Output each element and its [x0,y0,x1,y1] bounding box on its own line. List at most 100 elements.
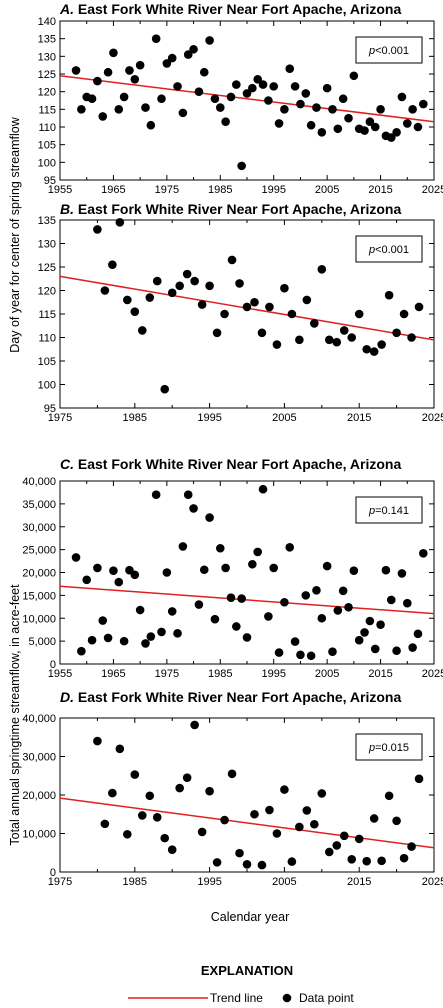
data-point [130,570,140,580]
data-point [135,60,145,70]
data-point [141,103,150,112]
y-tick-label: 5,000 [28,636,56,648]
data-point [338,586,348,596]
data-point [100,819,110,829]
data-point [365,616,375,626]
data-point [119,636,129,646]
x-tick-label: 2025 [422,412,443,424]
data-point [295,335,304,345]
data-point [408,643,417,652]
data-point [194,600,204,609]
data-point [287,857,297,866]
data-point [257,860,267,870]
p-value-box [355,733,423,761]
panel-letter: D. [60,689,74,705]
data-point [258,484,268,494]
data-point [189,504,198,513]
data-point [77,646,86,656]
data-point [402,598,412,608]
data-point [349,566,359,575]
data-point [290,82,300,91]
data-point [347,854,357,864]
y-tick-label: 35,000 [22,499,56,511]
chart-panel: C. East Fork White River Near Fort Apach… [22,456,443,680]
y-tick-label: 135 [38,215,56,227]
data-point [332,337,342,347]
data-point [414,302,424,312]
data-point [151,34,161,43]
data-point [349,71,359,81]
data-point [301,591,311,600]
data-point [212,328,222,338]
data-point [175,281,184,291]
data-point [130,307,140,316]
data-point [197,300,207,309]
data-point [328,105,337,114]
y-tick-label: 0 [50,867,56,879]
data-point [365,117,375,126]
data-point [221,117,230,126]
data-point [280,283,289,293]
data-point [98,112,108,121]
data-point [237,594,246,603]
data-point [333,124,343,134]
data-point [199,67,209,77]
data-point [296,99,305,109]
panel-letter: B. [60,201,74,217]
data-point [237,161,246,171]
y-tick-label: 95 [44,175,56,187]
data-point [125,66,134,75]
data-point [146,120,156,130]
data-point [82,575,92,585]
data-point [280,597,289,607]
data-point [157,627,166,637]
panel-title: D. East Fork White River Near Fort Apach… [60,689,401,705]
data-point [296,650,305,660]
data-point [312,586,321,595]
data-point [167,53,177,63]
data-point [419,99,428,109]
data-point [322,83,332,93]
data-point [265,302,274,312]
data-point [253,75,262,84]
data-point [290,637,300,646]
p-value-label: p<0.001 [368,45,409,57]
data-point [295,822,304,832]
data-point [328,647,337,656]
data-point [108,260,117,269]
data-point [212,858,222,867]
data-point [100,286,110,295]
data-point [145,791,155,801]
data-point [392,816,401,826]
data-point [114,105,124,114]
data-point [362,344,371,354]
data-point [152,813,162,822]
data-point [220,309,229,319]
data-point [280,785,289,794]
data-point [160,833,170,843]
panel-title: C. East Fork White River Near Fort Apach… [60,456,401,472]
p-value-number: =0.141 [375,505,409,517]
data-point [109,566,118,575]
p-value-symbol: p [368,505,375,517]
data-point [93,736,102,746]
data-point [226,593,236,602]
x-tick-label: 2005 [272,412,296,424]
data-point [242,860,252,869]
y-tick-label: 15,000 [22,590,56,602]
y-tick-label: 40,000 [22,476,56,488]
p-value-label: p<0.001 [368,244,409,256]
y-tick-label: 130 [38,239,56,251]
data-point [205,513,214,522]
data-point [205,281,214,291]
data-point [190,720,199,730]
y-tick-label: 125 [38,262,56,274]
data-point [376,620,385,629]
x-tick-label: 2015 [368,184,392,196]
x-tick-label: 2015 [347,876,371,888]
data-point [227,769,237,779]
x-tick-label: 1975 [155,668,179,680]
legend-heading: EXPLANATION [201,963,293,978]
data-point [173,629,182,638]
data-point [167,845,177,854]
